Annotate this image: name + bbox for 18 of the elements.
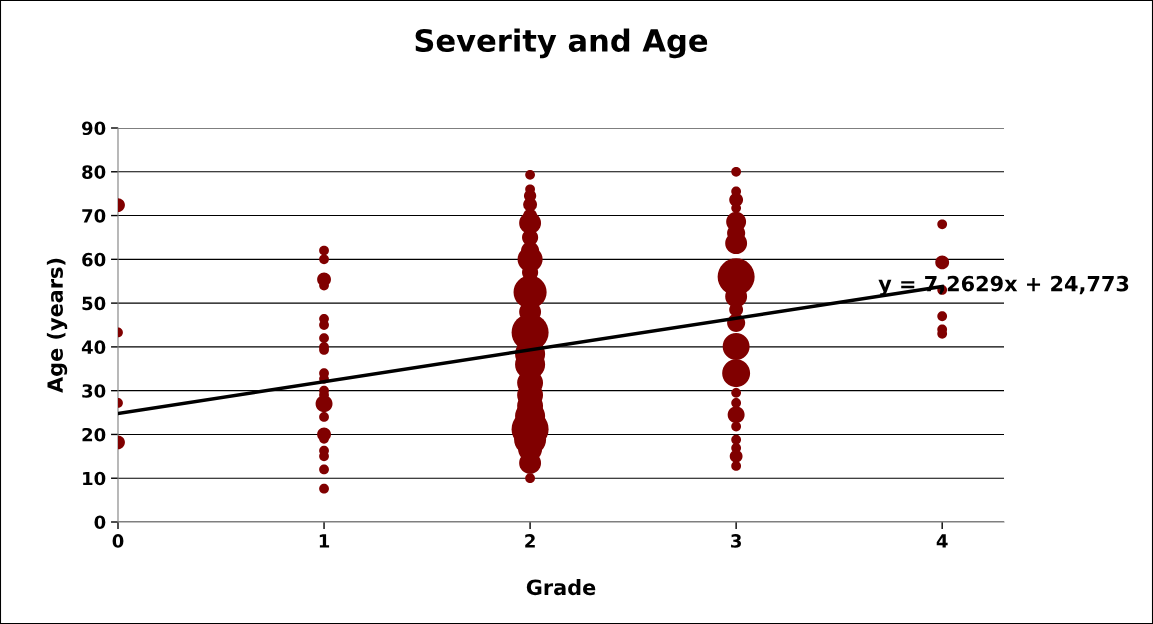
x-tick-label: 2 bbox=[525, 534, 535, 548]
x-tick-label: 1 bbox=[319, 534, 330, 548]
y-tick-label: 20 bbox=[82, 427, 106, 442]
y-tick-label: 90 bbox=[82, 121, 106, 136]
y-tick-label: 60 bbox=[82, 252, 106, 267]
x-axis-title: Grade bbox=[526, 579, 596, 596]
x-tick-label: 4 bbox=[936, 534, 948, 548]
y-tick-label: 70 bbox=[82, 209, 106, 223]
y-axis-title: Age (years) bbox=[46, 258, 68, 393]
x-tick-label: 3 bbox=[731, 534, 741, 548]
y-tick-label: 10 bbox=[83, 471, 106, 486]
y-tick-label: 0 bbox=[94, 515, 106, 530]
x-tick-label: 0 bbox=[112, 534, 124, 548]
y-tick-label: 80 bbox=[82, 165, 106, 179]
y-tick-label: 50 bbox=[82, 296, 106, 311]
y-tick-label: 30 bbox=[82, 384, 106, 398]
y-tick-label: 40 bbox=[81, 340, 106, 355]
chart-title: Severity and Age bbox=[415, 28, 708, 59]
